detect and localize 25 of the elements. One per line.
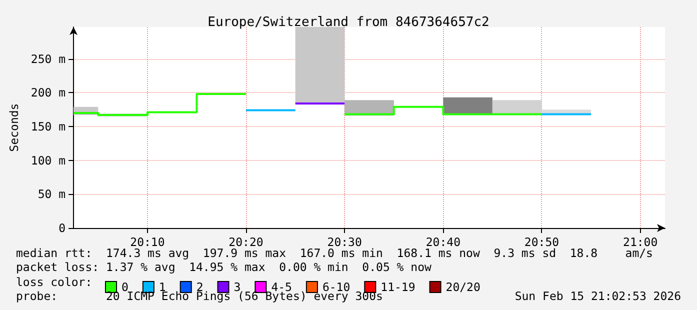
text: Sun Feb 15 21:02:53 2026 — [514, 289, 681, 303]
chart-title: Europe/Switzerland from 8467364657c2 — [208, 15, 490, 30]
y-tick-label: 50 m — [38, 187, 66, 202]
legend-label: 11-19 — [380, 280, 416, 294]
x-tick-label: 21:00 — [623, 235, 658, 249]
legend-label: 0 — [122, 280, 128, 294]
y-tick-label: 100 m — [30, 153, 66, 168]
y-tick-label: 0 — [58, 221, 66, 235]
legend-label: 6-10 — [322, 280, 350, 294]
legend-label: 20/20 — [446, 280, 480, 294]
y-axis-title: Seconds — [7, 103, 21, 152]
y-tick-label: 250 m — [30, 52, 66, 66]
text: packet loss: 1.37 % avg 14.95 % max 0.00 % min 0.05 % now — [16, 260, 432, 274]
x-tick-label: 20:40 — [426, 235, 461, 249]
x-tick-label: 20:30 — [327, 235, 362, 249]
y-tick-label: 200 m — [30, 86, 66, 100]
legend-title: loss color: — [16, 275, 92, 289]
bar — [295, 27, 345, 103]
x-tick-label: 20:50 — [524, 235, 560, 249]
text: median rtt: 174.3 ms avg 197.9 ms max 167.0 ms min 168.1 ms now 9.3 ms sd 18.8 am/s — [16, 246, 653, 260]
legend-label: 3 — [234, 280, 241, 294]
bar — [443, 97, 492, 115]
y-tick-label: 150 m — [30, 119, 66, 134]
x-tick-label: 20:20 — [228, 235, 264, 249]
x-tick-label: 20:10 — [130, 235, 165, 249]
